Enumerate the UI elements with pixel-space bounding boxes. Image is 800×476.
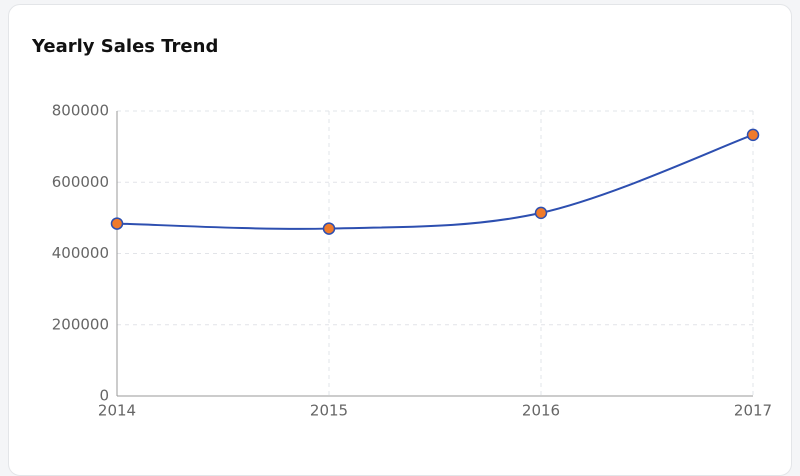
line [116,133,754,230]
chart: Yearly Sales Trend 0 200000 400000 600000 80… [31,36,772,420]
point [746,128,760,142]
page: Yearly Sales Trend 0 200000 400000 600000 80… [8,4,792,476]
x-tick-label: 2014 [98,402,136,420]
y-tick-label: 600000 [52,173,109,191]
y-tick-label: 0 [99,387,109,405]
y-tick-label: 400000 [52,244,109,262]
chart-title: Yearly Sales Trend [31,36,218,57]
y-tick-label: 800000 [52,102,109,120]
point [322,222,336,235]
x-tick-label: 2016 [522,402,560,420]
point [534,206,548,220]
point [110,217,124,230]
chart-card [8,4,792,476]
x-tick-label: 2015 [310,402,348,420]
y-tick-label: 200000 [52,315,109,333]
x-tick-label: 2017 [734,402,772,420]
